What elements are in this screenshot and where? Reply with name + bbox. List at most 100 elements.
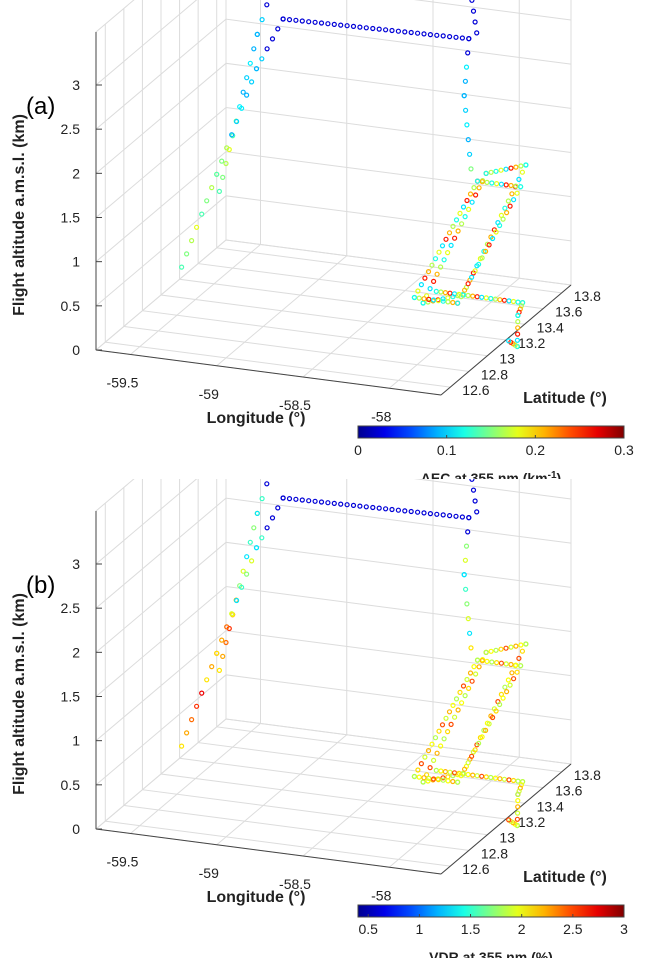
colorbar-gradient xyxy=(357,425,625,439)
track-point xyxy=(312,19,318,25)
track-point xyxy=(462,693,468,699)
track-point xyxy=(468,645,474,651)
track-point xyxy=(497,222,503,229)
track-point xyxy=(443,715,449,721)
track-point xyxy=(479,294,485,300)
track-point xyxy=(493,229,499,235)
track-point xyxy=(441,736,447,742)
back-wall xyxy=(225,0,572,285)
z-tick-label: 0 xyxy=(72,342,80,358)
axis-grid xyxy=(94,479,573,875)
y-tick-label: 13.6 xyxy=(555,783,582,799)
track-point xyxy=(505,198,511,204)
colorbar-tick-label: 0.5 xyxy=(358,921,378,937)
colorbar-tick-label: 0.2 xyxy=(526,442,546,458)
track-point xyxy=(425,299,431,305)
track-point xyxy=(464,197,470,204)
track-point xyxy=(432,735,439,741)
track-point xyxy=(275,26,281,32)
track-point xyxy=(508,644,514,650)
track-point xyxy=(421,31,427,37)
track-point xyxy=(479,773,485,779)
track-point xyxy=(416,774,422,780)
track-point xyxy=(464,122,470,128)
track-point xyxy=(518,642,524,648)
track-point xyxy=(431,757,437,763)
track-point xyxy=(312,498,318,504)
track-point xyxy=(470,772,476,778)
track-point xyxy=(506,338,512,344)
track-point xyxy=(474,657,481,663)
track-point xyxy=(434,32,440,38)
track-point xyxy=(450,702,456,708)
track-point xyxy=(438,743,444,749)
track-point xyxy=(451,770,458,776)
y-tick-label: 13.8 xyxy=(574,767,601,783)
track-point xyxy=(442,769,448,775)
track-point xyxy=(470,293,476,299)
panel-label: (a) xyxy=(26,93,55,120)
track-point xyxy=(503,166,509,172)
track-point xyxy=(483,170,489,176)
track-point xyxy=(415,767,421,773)
track-point xyxy=(264,2,270,8)
track-point xyxy=(469,199,475,205)
track-point xyxy=(472,268,478,274)
y-axis-label: Latitude (°) xyxy=(523,390,607,407)
track-point xyxy=(483,727,489,733)
track-point xyxy=(306,498,312,504)
z-tick-label: 3 xyxy=(72,77,80,93)
track-point xyxy=(472,19,478,25)
z-tick-label: 2 xyxy=(72,165,80,181)
flight-track xyxy=(179,479,529,829)
z-tick-label: 2.5 xyxy=(61,600,81,616)
track-point xyxy=(251,525,257,531)
track-point xyxy=(513,164,519,170)
track-point xyxy=(249,558,255,564)
track-point xyxy=(465,281,471,287)
track-point xyxy=(465,760,471,766)
track-point xyxy=(474,773,480,779)
track-point xyxy=(325,500,331,506)
x-axis-label: Longitude (°) xyxy=(207,889,306,906)
track-point xyxy=(254,31,260,38)
z-tick-label: 0.5 xyxy=(61,777,81,793)
track-point xyxy=(269,36,276,42)
track-point xyxy=(481,727,487,733)
track-point xyxy=(474,30,480,36)
track-point xyxy=(259,56,265,62)
track-point xyxy=(448,242,454,248)
track-point xyxy=(488,648,494,654)
y-tick-label: 13.4 xyxy=(537,319,564,335)
track-point xyxy=(293,496,299,502)
track-point xyxy=(420,300,426,306)
track-point xyxy=(219,637,225,643)
track-point xyxy=(457,689,463,695)
track-point xyxy=(253,545,260,551)
track-point xyxy=(463,586,469,592)
track-point xyxy=(469,753,475,759)
track-point xyxy=(465,50,471,56)
track-point xyxy=(510,298,517,305)
track-point xyxy=(504,689,510,695)
track-point xyxy=(523,641,529,647)
track-point xyxy=(440,512,446,518)
track-point xyxy=(247,60,253,66)
track-point xyxy=(484,658,490,664)
track-point xyxy=(447,33,453,40)
colorbar-gradient xyxy=(357,904,625,918)
track-point xyxy=(476,185,482,191)
z-tick-label: 0.5 xyxy=(61,298,81,314)
track-point xyxy=(515,791,521,797)
track-point xyxy=(431,776,437,782)
track-point xyxy=(230,133,236,139)
track-point xyxy=(438,264,444,270)
track-point xyxy=(280,495,286,501)
track-point xyxy=(466,685,472,691)
track-point xyxy=(515,299,521,305)
track-point xyxy=(505,677,511,683)
track-point xyxy=(476,261,482,267)
track-point xyxy=(455,707,461,713)
y-tick-label: 12.8 xyxy=(481,845,508,861)
track-point xyxy=(509,191,515,197)
